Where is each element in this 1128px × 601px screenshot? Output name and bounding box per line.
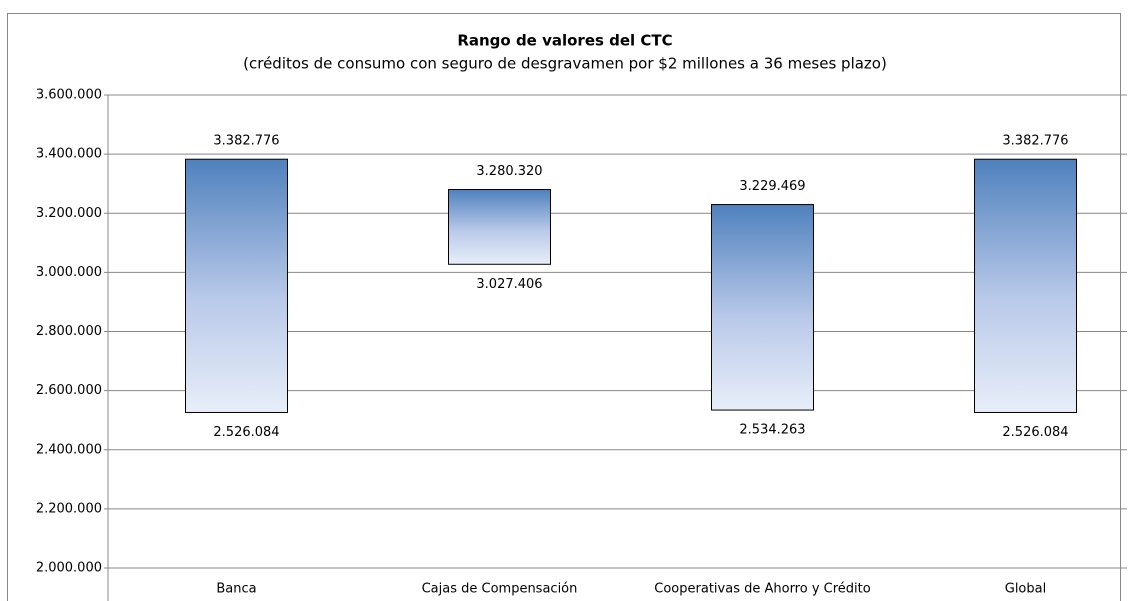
value-label: 3.027.406: [476, 277, 542, 292]
x-tick-label: Banca: [216, 582, 256, 597]
value-label: 2.526.084: [213, 425, 279, 440]
chart-title: Rango de valores del CTC: [457, 32, 672, 50]
x-tick-label: Global: [1005, 582, 1046, 597]
value-label: 3.280.320: [476, 164, 542, 179]
y-tick-label: 2.000.000: [36, 561, 102, 576]
y-tick-label: 3.400.000: [36, 147, 102, 162]
bar: [185, 158, 288, 413]
chart-subtitle: (créditos de consumo con seguro de desgr…: [243, 55, 887, 73]
x-tick-label: Cajas de Compensación: [422, 582, 578, 597]
y-tick-label: 2.600.000: [36, 383, 102, 398]
y-tick-label: 3.200.000: [36, 206, 102, 221]
bar: [711, 204, 814, 411]
bar: [974, 158, 1077, 413]
y-tick-label: 3.000.000: [36, 265, 102, 280]
value-label: 2.534.263: [739, 423, 805, 438]
y-tick-label: 2.400.000: [36, 442, 102, 457]
bar: [448, 189, 551, 265]
y-tick-label: 2.800.000: [36, 324, 102, 339]
value-label: 3.229.469: [739, 179, 805, 194]
x-tick-label: Cooperativas de Ahorro y Crédito: [654, 582, 870, 597]
y-tick-label: 3.600.000: [36, 88, 102, 103]
chart-frame: [7, 13, 1121, 601]
value-label: 3.382.776: [213, 134, 279, 149]
value-label: 2.526.084: [1002, 425, 1068, 440]
y-tick-label: 2.200.000: [36, 501, 102, 516]
value-label: 3.382.776: [1002, 134, 1068, 149]
